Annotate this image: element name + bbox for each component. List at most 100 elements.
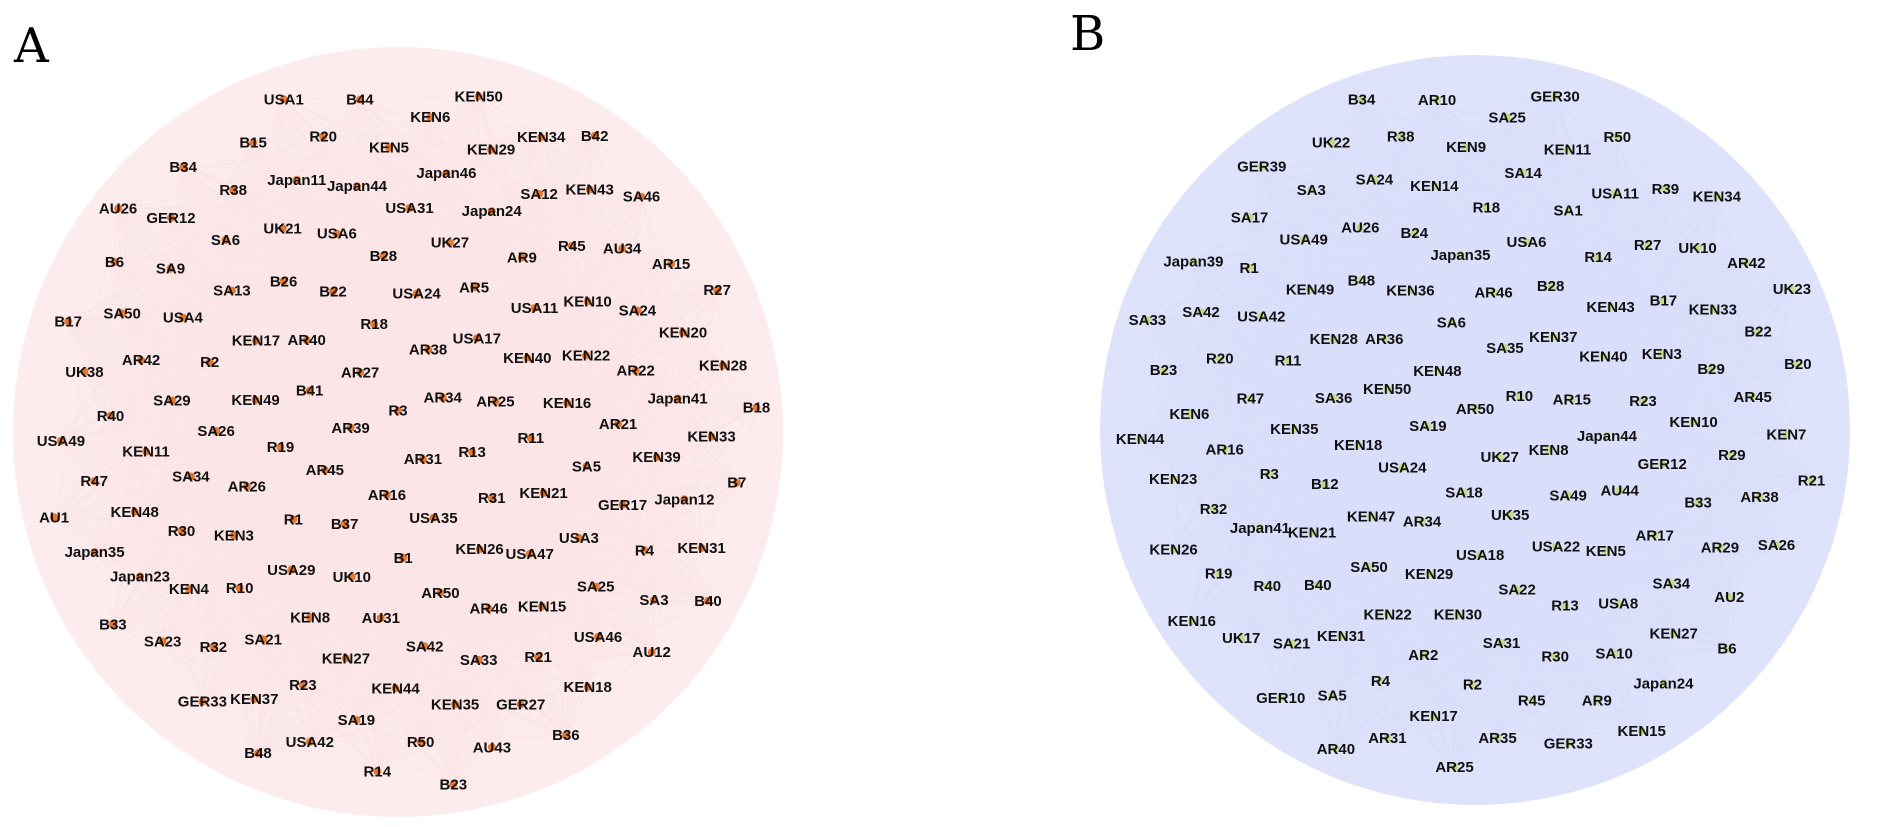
node-dot xyxy=(719,361,728,370)
node-dot xyxy=(412,289,421,298)
node-label: KEN48 xyxy=(111,504,159,521)
node-dot xyxy=(1245,263,1254,272)
node-dot xyxy=(108,620,117,629)
node-dot xyxy=(1328,691,1337,700)
network-panel-a: R3AR31AR39AR34AR16AR27R13AR45AR38USA35B4… xyxy=(13,18,783,817)
node-dot xyxy=(391,684,400,693)
node-dot xyxy=(618,244,627,253)
node-label: AU43 xyxy=(473,739,511,756)
node-dot xyxy=(1592,696,1601,705)
node-dot xyxy=(1308,528,1316,537)
node-label: R30 xyxy=(168,523,196,540)
node-dot xyxy=(1306,285,1314,294)
node-dot xyxy=(1456,251,1465,259)
node-dot xyxy=(198,697,207,706)
node-label: SA26 xyxy=(1758,537,1796,554)
node-label: AR17 xyxy=(1636,527,1674,544)
network-disc-a xyxy=(13,47,783,817)
node-label: KEN15 xyxy=(518,598,566,615)
node-label: B33 xyxy=(99,616,127,633)
edge-cloud-b xyxy=(1139,96,1812,768)
node-dot xyxy=(320,466,329,474)
node-dot xyxy=(1245,213,1254,222)
node-label: USA17 xyxy=(453,331,501,348)
node-dot xyxy=(487,207,496,216)
node-dot xyxy=(1500,344,1509,353)
node-label: KEN39 xyxy=(632,449,680,466)
node-dot xyxy=(537,133,546,142)
node-dot xyxy=(137,356,146,365)
node-dot xyxy=(347,572,356,581)
node-label: AR9 xyxy=(1582,693,1612,710)
node-dot xyxy=(1246,394,1255,403)
node-dot xyxy=(385,143,393,152)
node-label: AR16 xyxy=(1206,442,1244,459)
node-label: B17 xyxy=(54,313,82,330)
node-dot xyxy=(242,482,251,491)
node-label: KEN14 xyxy=(1410,178,1459,195)
node-dot xyxy=(445,238,454,247)
node-dot xyxy=(1807,476,1816,485)
node-dot xyxy=(356,368,365,377)
node-label: UK27 xyxy=(431,235,469,252)
node-dot xyxy=(1613,133,1622,142)
node-label: Japan44 xyxy=(1577,428,1638,445)
node-dot xyxy=(1299,235,1308,244)
node-label: B36 xyxy=(552,727,580,744)
node-label: SA29 xyxy=(153,393,191,410)
node-dot xyxy=(1185,410,1194,418)
node-dot xyxy=(1522,238,1531,246)
node-label: Japan35 xyxy=(65,544,125,561)
node-dot xyxy=(1503,113,1512,122)
node-dot xyxy=(399,553,408,562)
node-dot xyxy=(1136,434,1145,443)
node-label: UK21 xyxy=(263,220,301,237)
node-dot xyxy=(1564,491,1573,500)
node-label: AR46 xyxy=(470,601,508,618)
node-label: AU1 xyxy=(39,509,69,526)
node-label: B23 xyxy=(1150,362,1178,379)
node-label: SA5 xyxy=(572,458,601,475)
node-dot xyxy=(1383,610,1392,619)
node-label: SA5 xyxy=(1318,687,1347,704)
node-dot xyxy=(523,353,532,362)
node-dot xyxy=(184,585,193,594)
node-dot xyxy=(1159,366,1168,375)
node-dot xyxy=(525,549,534,558)
node-label: Japan24 xyxy=(462,203,523,220)
node-dot xyxy=(355,95,364,104)
node-label: KEN10 xyxy=(563,293,611,310)
node-dot xyxy=(1614,599,1623,608)
node-label: B48 xyxy=(1348,272,1376,289)
node-dot xyxy=(298,680,307,689)
node-dot xyxy=(1659,296,1668,305)
node-dot xyxy=(56,437,65,445)
node-label: KEN6 xyxy=(410,109,450,126)
node-label: KEN43 xyxy=(1586,299,1634,316)
node-label: USA29 xyxy=(267,562,315,579)
node-label: AR25 xyxy=(476,393,514,410)
node-label: KEN21 xyxy=(519,485,567,502)
node-dot xyxy=(1546,282,1555,291)
node-label: B48 xyxy=(244,745,272,762)
node-dot xyxy=(1615,486,1624,495)
node-label: R10 xyxy=(1506,388,1534,405)
node-dot xyxy=(254,749,262,758)
node-dot xyxy=(594,633,602,641)
node-dot xyxy=(1476,551,1485,559)
node-dot xyxy=(1453,610,1462,619)
node-label: B7 xyxy=(727,475,746,492)
node-label: R29 xyxy=(1718,447,1746,464)
node-dot xyxy=(1637,727,1646,736)
node-label: KEN48 xyxy=(1413,363,1461,380)
node-dot xyxy=(306,613,315,622)
node-label: USA6 xyxy=(317,226,357,243)
node-dot xyxy=(1255,524,1264,533)
node-dot xyxy=(249,138,258,147)
node-label: SA24 xyxy=(619,303,657,320)
node-dot xyxy=(1396,132,1405,141)
node-dot xyxy=(1489,288,1498,297)
node-label: KEN21 xyxy=(1288,525,1336,542)
node-dot xyxy=(451,700,460,709)
node-dot xyxy=(487,145,496,154)
